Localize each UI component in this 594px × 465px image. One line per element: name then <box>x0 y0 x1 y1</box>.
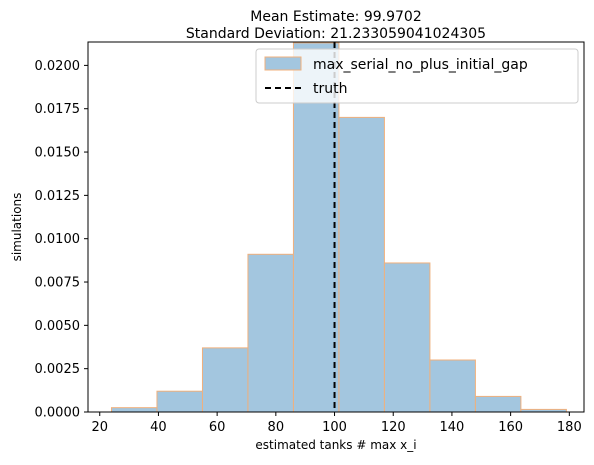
legend-box <box>255 48 579 104</box>
histogram-bar <box>201 347 249 413</box>
x-tick-label: 180 <box>557 420 582 435</box>
y-axis-ticks: 0.0000 0.0025 0.0050 0.0075 0.0100 0.0125 0.01… <box>35 59 88 421</box>
histogram-bar <box>429 359 476 413</box>
x-tick-label: 140 <box>440 420 465 435</box>
legend-swatch-histogram <box>264 56 302 71</box>
legend-label-truth: truth <box>313 81 347 97</box>
legend: max_serial_no_plus_initial_gap truth <box>255 48 579 104</box>
histogram-bar <box>338 116 385 413</box>
plot-frame <box>87 41 585 413</box>
y-tick-label: 0.0125 <box>35 189 81 204</box>
y-tick-label: 0.0075 <box>35 276 81 291</box>
histogram-bar <box>156 390 203 413</box>
y-tick-label: 0.0150 <box>35 146 81 161</box>
x-tick-label: 120 <box>381 420 406 435</box>
x-axis-ticks: 20 40 60 80 100 120 140 160 180 <box>91 412 582 435</box>
legend-label-histogram: max_serial_no_plus_initial_gap <box>313 57 528 73</box>
y-tick-label: 0.0050 <box>35 319 81 334</box>
histogram-bar <box>110 407 158 413</box>
histogram-bar <box>247 253 294 413</box>
histogram-bar <box>383 262 431 413</box>
x-tick-label: 100 <box>322 420 347 435</box>
x-axis-label: estimated tanks # max x_i <box>255 438 416 452</box>
x-tick-label: 160 <box>498 420 523 435</box>
x-tick-label: 20 <box>91 420 108 435</box>
x-tick-label: 80 <box>268 420 285 435</box>
y-tick-label: 0.0200 <box>35 59 81 74</box>
chart-title: Mean Estimate: 99.9702 <box>250 9 422 25</box>
y-axis-label: simulations <box>10 193 24 262</box>
x-tick-label: 60 <box>209 420 226 435</box>
histogram-bars <box>110 42 567 413</box>
y-tick-label: 0.0000 <box>35 406 81 421</box>
x-tick-label: 40 <box>150 420 167 435</box>
y-tick-label: 0.0175 <box>35 102 81 117</box>
y-tick-label: 0.0025 <box>35 362 81 377</box>
y-tick-label: 0.0100 <box>35 232 81 247</box>
axes-frame <box>87 41 585 413</box>
chart-subtitle: Standard Deviation: 21.233059041024305 <box>186 26 486 42</box>
histogram-bar <box>474 395 522 413</box>
